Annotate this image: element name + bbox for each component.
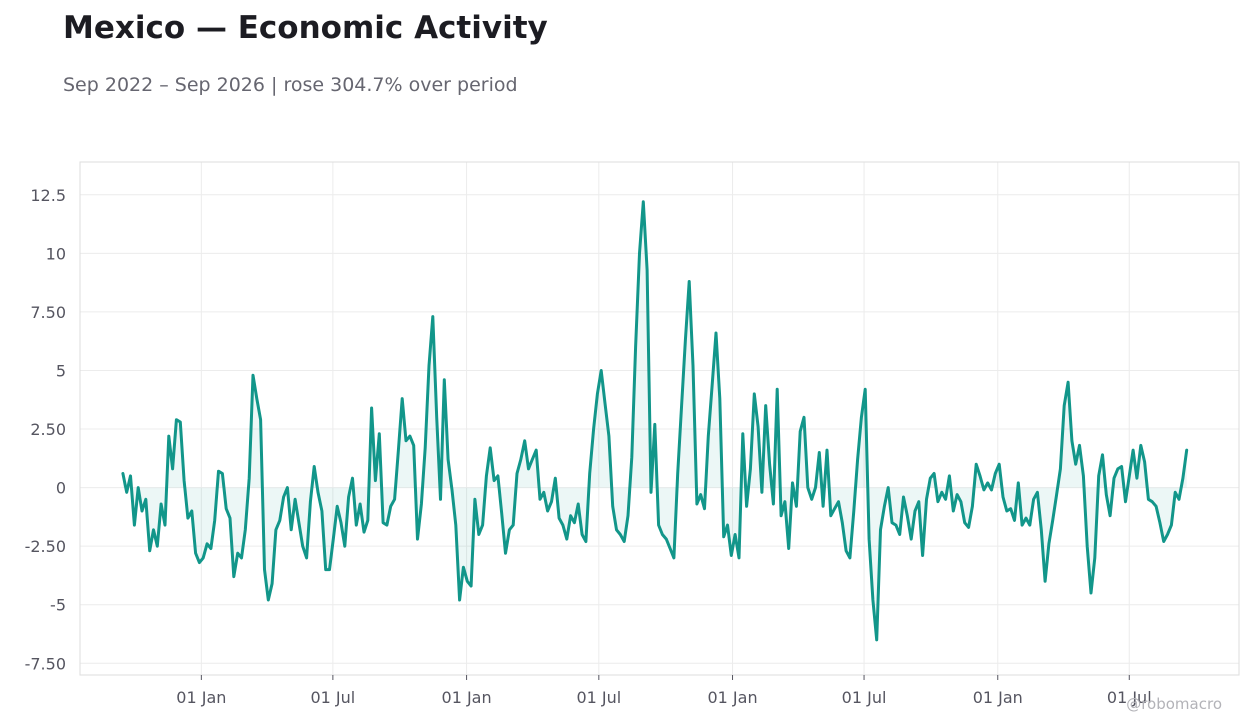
x-tick-label: 01 Jan: [973, 688, 1023, 707]
x-tick-label: 01 Jul: [1107, 688, 1152, 707]
x-tick-label: 01 Jul: [576, 688, 621, 707]
y-tick-label: 12.5: [30, 186, 66, 205]
y-tick-label: -7.50: [25, 654, 66, 673]
tick-layer: -7.50 -5 -2.50 0 2.50 5 7.50 10 12.5 01 Jan 01 Jul…: [25, 186, 1152, 707]
plot-frame: [79, 161, 1240, 676]
y-tick-label: -2.50: [25, 537, 66, 556]
y-tick-label: 0: [56, 479, 66, 498]
x-tick-label: 01 Jan: [442, 688, 492, 707]
watermark: @robomacro: [1126, 695, 1222, 713]
y-tick-label: 5: [56, 361, 66, 380]
x-tick-label: 01 Jul: [310, 688, 355, 707]
y-tick-label: 2.50: [30, 420, 66, 439]
grid-layer: [80, 162, 1239, 675]
page-subtitle: Sep 2022 – Sep 2026 | rose 304.7% over p…: [63, 74, 518, 96]
x-tick-label: 01 Jan: [707, 688, 757, 707]
series-area: [122, 201, 1187, 640]
x-tick-label: 01 Jul: [842, 688, 887, 707]
page-title: Mexico — Economic Activity: [63, 10, 548, 46]
x-tick-label: 01 Jan: [176, 688, 226, 707]
y-tick-label: 10: [46, 244, 66, 263]
series-line: [121, 200, 1189, 642]
y-tick-label: -5: [50, 596, 66, 615]
y-tick-label: 7.50: [30, 303, 66, 322]
